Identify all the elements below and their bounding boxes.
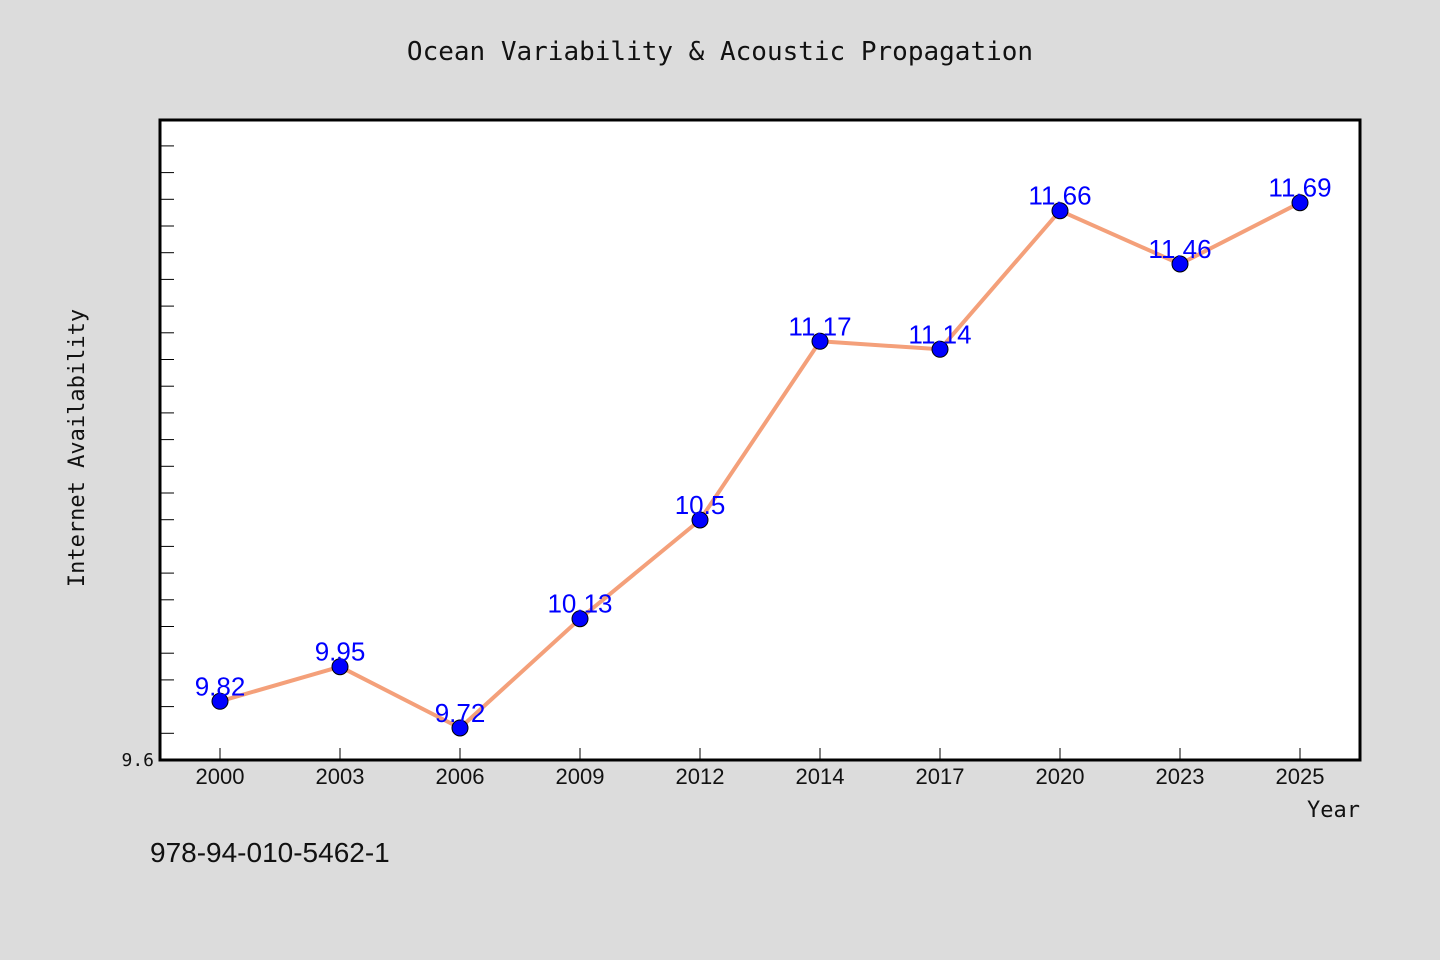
y-axis-label: Internet Availability (65, 309, 90, 587)
y-tick-label: 9.6 (121, 750, 154, 771)
x-tick-label: 2000 (196, 764, 245, 789)
x-tick-label: 2003 (316, 764, 365, 789)
data-point (331, 658, 349, 676)
x-axis-ticks (219, 748, 1301, 760)
data-point (451, 719, 469, 737)
x-tick-label: 2014 (796, 764, 845, 789)
data-point (931, 340, 949, 358)
data-label: 9.72 (435, 698, 486, 728)
x-tick-label: 2025 (1276, 764, 1325, 789)
data-point (571, 610, 589, 628)
y-axis-tick-labels: 9.6 (121, 750, 154, 771)
plot-area (158, 118, 1362, 762)
data-label: 11.17 (788, 311, 851, 341)
y-axis-ticks (160, 145, 174, 734)
x-tick-label: 2006 (436, 764, 485, 789)
data-label: 10.5 (675, 490, 726, 520)
series-markers (211, 194, 1309, 737)
x-axis-tick-labels: 2000 2003 2006 2009 2012 2014 2017 2020 2023 2025 (196, 764, 1325, 789)
x-tick-label: 2012 (676, 764, 725, 789)
x-tick-label: 2023 (1156, 764, 1205, 789)
chart-title: Ocean Variability & Acoustic Propagation (407, 37, 1033, 67)
data-labels: 9.82 9.95 9.72 10.13 10.5 11.17 11.14 11.66 11.4… (195, 173, 1332, 728)
series-line (219, 200, 1301, 730)
data-label: 10.13 (547, 589, 612, 619)
x-tick-label: 2017 (916, 764, 965, 789)
data-point (1291, 194, 1309, 212)
data-label: 9.95 (315, 637, 366, 667)
data-label: 11.14 (908, 319, 971, 349)
data-point (811, 332, 829, 350)
data-label: 11.46 (1148, 234, 1211, 264)
isbn-text: 978-94-010-5462-1 (150, 837, 390, 868)
data-point (1171, 255, 1189, 273)
data-label: 9.82 (195, 671, 246, 701)
data-point (1051, 202, 1069, 220)
data-point (211, 692, 229, 710)
series-polyline (219, 200, 1301, 730)
x-axis-label: Year (1307, 798, 1360, 823)
data-point (691, 511, 709, 529)
x-tick-label: 2009 (556, 764, 605, 789)
data-label: 11.66 (1028, 181, 1091, 211)
data-label: 11.69 (1268, 173, 1331, 203)
x-tick-label: 2020 (1036, 764, 1085, 789)
